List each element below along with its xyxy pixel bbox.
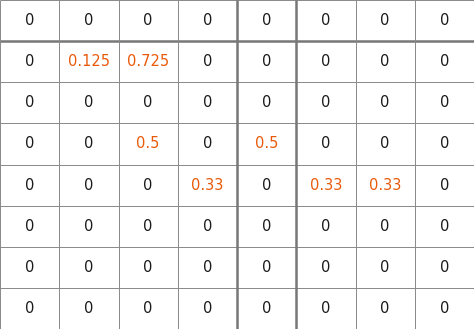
Text: 0: 0 xyxy=(321,219,330,234)
Text: 0: 0 xyxy=(144,301,153,316)
Text: 0: 0 xyxy=(84,178,93,192)
Text: 0: 0 xyxy=(25,260,34,275)
Text: 0: 0 xyxy=(262,95,271,110)
Text: 0: 0 xyxy=(321,301,330,316)
Text: 0: 0 xyxy=(25,137,34,151)
Text: 0.33: 0.33 xyxy=(310,178,342,192)
Text: 0: 0 xyxy=(381,95,390,110)
Text: 0.5: 0.5 xyxy=(137,137,160,151)
Text: 0: 0 xyxy=(321,137,330,151)
Text: 0: 0 xyxy=(84,260,93,275)
Text: 0.5: 0.5 xyxy=(255,137,278,151)
Text: 0: 0 xyxy=(381,260,390,275)
Text: 0: 0 xyxy=(440,301,449,316)
Text: 0: 0 xyxy=(25,95,34,110)
Text: 0: 0 xyxy=(321,54,330,69)
Text: 0: 0 xyxy=(381,219,390,234)
Text: 0.725: 0.725 xyxy=(127,54,169,69)
Text: 0: 0 xyxy=(25,301,34,316)
Text: 0: 0 xyxy=(144,178,153,192)
Text: 0: 0 xyxy=(144,95,153,110)
Text: 0: 0 xyxy=(381,54,390,69)
Text: 0: 0 xyxy=(203,95,212,110)
Text: 0: 0 xyxy=(321,260,330,275)
Text: 0: 0 xyxy=(84,95,93,110)
Text: 0: 0 xyxy=(84,301,93,316)
Text: 0: 0 xyxy=(203,13,212,28)
Text: 0: 0 xyxy=(381,13,390,28)
Text: 0: 0 xyxy=(25,178,34,192)
Text: 0: 0 xyxy=(440,260,449,275)
Text: 0: 0 xyxy=(203,219,212,234)
Text: 0: 0 xyxy=(84,137,93,151)
Text: 0: 0 xyxy=(144,219,153,234)
Text: 0: 0 xyxy=(440,178,449,192)
Text: 0: 0 xyxy=(203,260,212,275)
Text: 0: 0 xyxy=(84,13,93,28)
Text: 0: 0 xyxy=(440,137,449,151)
Text: 0: 0 xyxy=(262,219,271,234)
Text: 0: 0 xyxy=(25,219,34,234)
Text: 0: 0 xyxy=(262,178,271,192)
Text: 0.125: 0.125 xyxy=(68,54,110,69)
Text: 0: 0 xyxy=(440,13,449,28)
Text: 0: 0 xyxy=(381,301,390,316)
Text: 0: 0 xyxy=(262,301,271,316)
Text: 0: 0 xyxy=(84,219,93,234)
Text: 0: 0 xyxy=(25,13,34,28)
Text: 0: 0 xyxy=(144,260,153,275)
Text: 0: 0 xyxy=(321,95,330,110)
Text: 0: 0 xyxy=(203,301,212,316)
Text: 0: 0 xyxy=(262,260,271,275)
Text: 0: 0 xyxy=(262,13,271,28)
Text: 0: 0 xyxy=(381,137,390,151)
Text: 0: 0 xyxy=(144,13,153,28)
Text: 0: 0 xyxy=(203,137,212,151)
Text: 0: 0 xyxy=(440,219,449,234)
Text: 0: 0 xyxy=(440,95,449,110)
Text: 0: 0 xyxy=(321,13,330,28)
Text: 0: 0 xyxy=(440,54,449,69)
Text: 0.33: 0.33 xyxy=(191,178,224,192)
Text: 0: 0 xyxy=(25,54,34,69)
Text: 0: 0 xyxy=(203,54,212,69)
Text: 0.33: 0.33 xyxy=(369,178,401,192)
Text: 0: 0 xyxy=(262,54,271,69)
